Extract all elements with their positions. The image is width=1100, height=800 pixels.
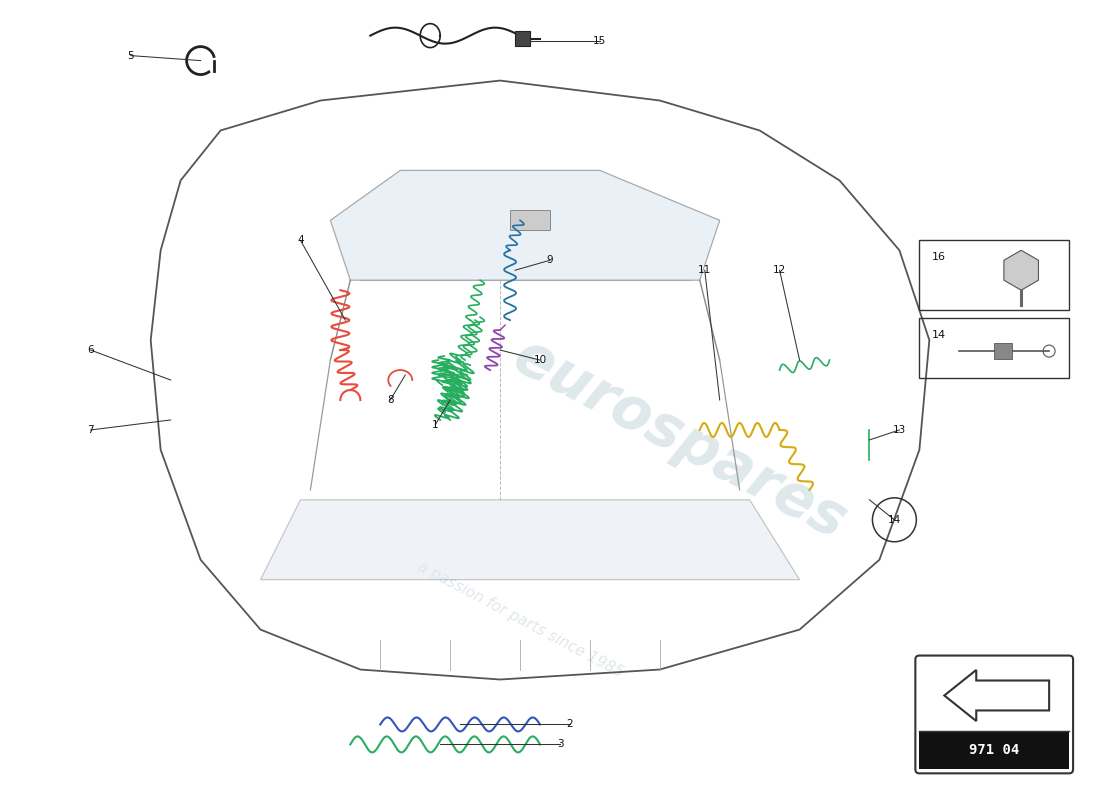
Text: 14: 14 [888, 514, 901, 525]
Text: 10: 10 [534, 355, 547, 365]
Text: 3: 3 [557, 739, 563, 750]
FancyBboxPatch shape [915, 655, 1074, 774]
Polygon shape [330, 170, 719, 280]
Text: 1: 1 [432, 420, 439, 430]
Polygon shape [261, 500, 800, 580]
Text: 2: 2 [566, 719, 573, 730]
Bar [515, 30, 530, 46]
Text: 12: 12 [773, 266, 786, 275]
Text: 8: 8 [387, 395, 394, 405]
Text: 13: 13 [893, 425, 906, 435]
Bar [920, 240, 1069, 310]
Text: 7: 7 [88, 425, 95, 435]
Text: 4: 4 [297, 235, 304, 246]
Bar [920, 318, 1069, 378]
Bar [994, 343, 1012, 359]
Text: 5: 5 [128, 50, 134, 61]
Text: 971 04: 971 04 [969, 743, 1020, 758]
Bar [920, 731, 1069, 770]
Text: 14: 14 [932, 330, 946, 340]
Text: 6: 6 [88, 345, 95, 355]
Text: 9: 9 [547, 255, 553, 266]
Text: 15: 15 [593, 36, 606, 46]
Polygon shape [510, 210, 550, 230]
Text: 11: 11 [698, 266, 712, 275]
Text: a passion for parts since 1985: a passion for parts since 1985 [415, 559, 626, 681]
Text: eurospares: eurospares [504, 328, 856, 552]
Polygon shape [944, 670, 1049, 721]
Text: 16: 16 [932, 252, 945, 262]
Polygon shape [1004, 250, 1038, 290]
